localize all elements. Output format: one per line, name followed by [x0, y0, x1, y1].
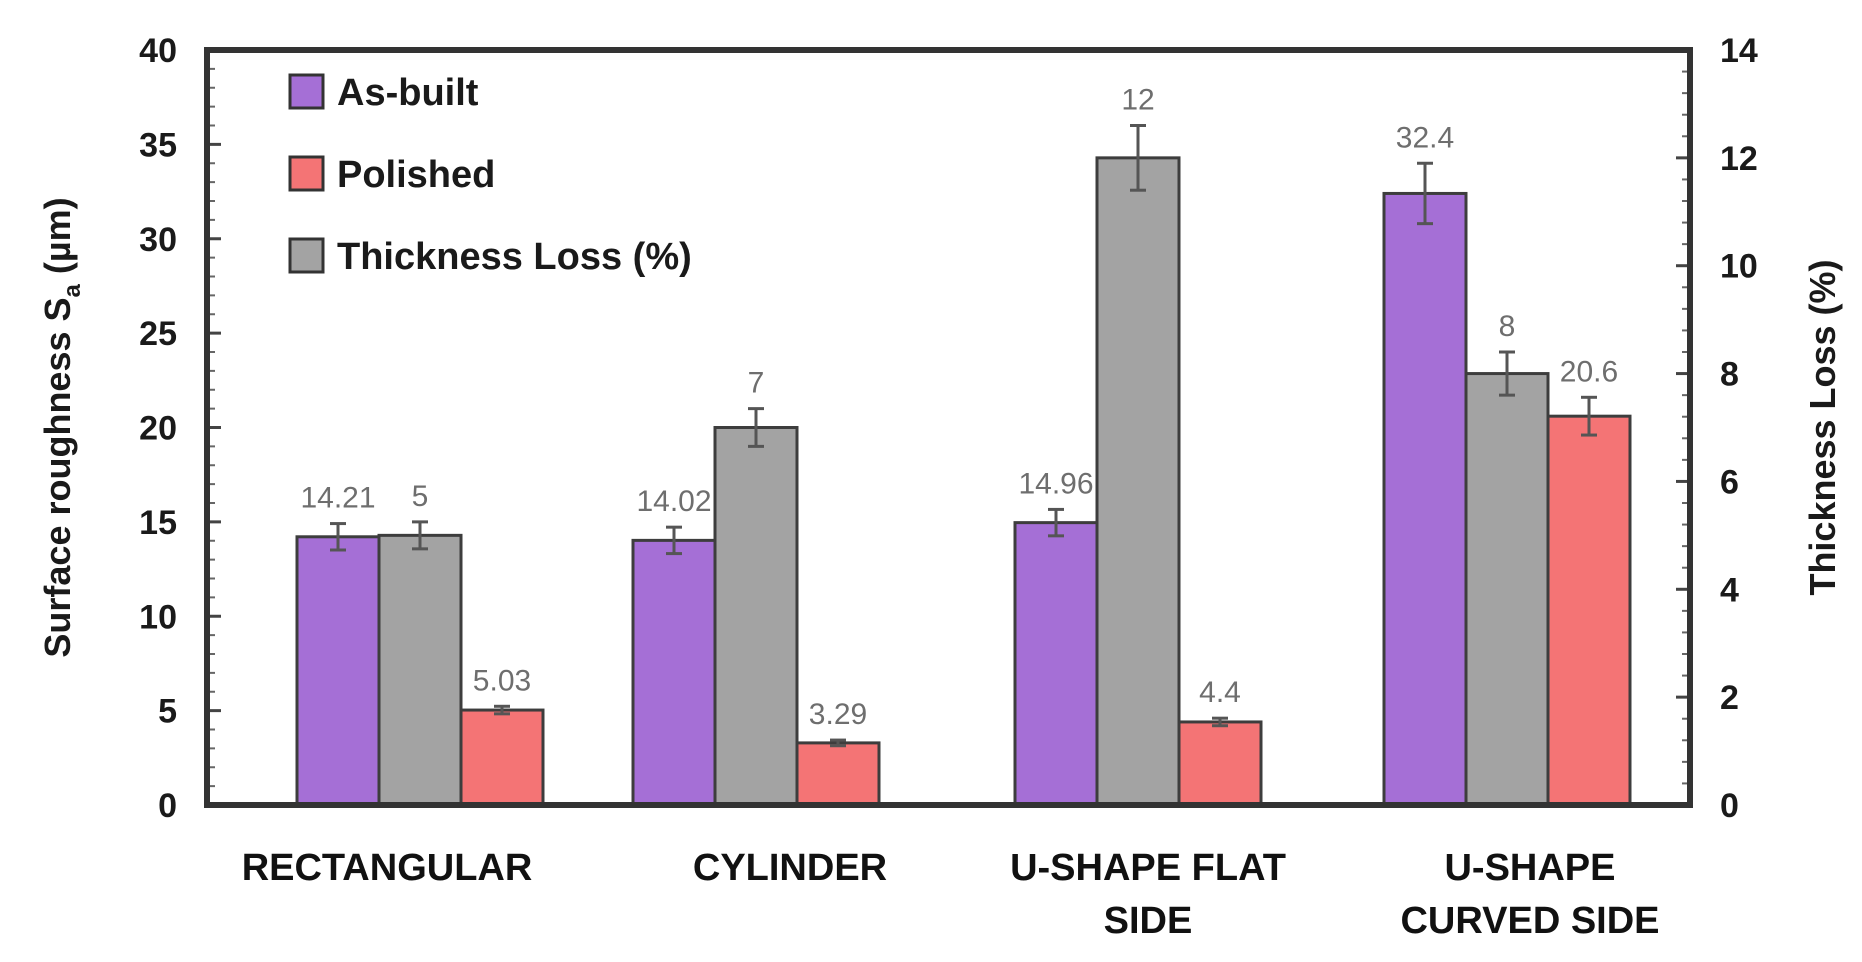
data-label: 32.4 [1396, 121, 1454, 154]
data-label: 20.6 [1560, 355, 1618, 388]
legend: As-built Polished Thickness Loss (%) [288, 72, 692, 278]
bar-as-built [631, 538, 717, 807]
y-axis-left-title: Surface roughness Sa (µm) [37, 197, 86, 657]
bar-polished [459, 708, 545, 807]
legend-swatch [288, 73, 325, 110]
legend-label: Thickness Loss (%) [337, 236, 692, 278]
bar-thickness-loss [377, 533, 463, 807]
bar-thickness-loss [1464, 372, 1550, 807]
bar-polished [1177, 720, 1263, 807]
y-right-tick-label: 4 [1720, 571, 1739, 609]
data-label: 4.4 [1199, 676, 1241, 709]
data-label: 3.29 [809, 698, 867, 731]
legend-swatch [288, 155, 325, 192]
x-category-label: RECTANGULAR [242, 847, 533, 889]
y-axis-right-title: Thickness Loss (%) [1802, 259, 1843, 595]
y-right-tick-label: 12 [1720, 140, 1758, 178]
data-label: 14.96 [1018, 467, 1093, 500]
y-left-tick-label: 0 [158, 787, 177, 825]
bar-thickness-loss [713, 426, 799, 807]
y-left-tick-label: 35 [139, 126, 177, 164]
data-label: 8 [1499, 310, 1516, 343]
bar-polished [1546, 414, 1632, 807]
bar-as-built [1382, 191, 1468, 807]
legend-label: As-built [337, 72, 479, 114]
plot-frame [204, 47, 1693, 808]
y-axis-left-title-subscript: a [59, 283, 86, 297]
x-category-label: U-SHAPE FLAT [1010, 847, 1286, 889]
x-category-label: U-SHAPE [1444, 847, 1615, 889]
data-label: 5 [412, 480, 429, 513]
y-left-tick-label: 40 [139, 32, 177, 70]
data-label: 14.02 [636, 485, 711, 518]
y-left-tick-label: 15 [139, 504, 177, 542]
y-axis-left-title-main: Surface roughness S [37, 297, 78, 657]
y-right-tick-label: 10 [1720, 248, 1758, 286]
y-right-tick-label: 14 [1720, 32, 1758, 70]
bar-polished [795, 741, 881, 807]
y-left-tick-label: 20 [139, 410, 177, 448]
data-label: 7 [748, 367, 765, 400]
y-left-tick-label: 30 [139, 221, 177, 259]
bars-layer [295, 124, 1632, 807]
y-left-tick-label: 10 [139, 598, 177, 636]
x-category-label: SIDE [1104, 900, 1193, 942]
legend-swatch [288, 237, 325, 274]
bar-as-built [295, 535, 381, 807]
y-right-tick-label: 2 [1720, 679, 1739, 717]
y-left-tick-label: 5 [158, 693, 177, 731]
data-label: 12 [1121, 84, 1154, 117]
legend-label: Polished [337, 154, 495, 196]
y-right-tick-label: 6 [1720, 463, 1739, 501]
ticks-layer: 0 5 10 15 20 25 30 35 40 0 2 4 6 8 10 12 14 [139, 32, 1758, 825]
x-category-label: CYLINDER [693, 847, 887, 889]
x-category-label: CURVED SIDE [1400, 900, 1659, 942]
bar-thickness-loss [1095, 156, 1181, 807]
bar-as-built [1013, 521, 1099, 807]
y-right-tick-label: 0 [1720, 787, 1739, 825]
y-right-tick-label: 8 [1720, 356, 1739, 394]
data-label: 14.21 [300, 482, 375, 515]
y-left-tick-label: 25 [139, 315, 177, 353]
labels-layer: 14.21 14.02 14.96 32.4 5 7 12 8 5.03 3.29 4.4 20.6 R… [242, 84, 1660, 943]
data-label: 5.03 [473, 664, 531, 697]
y-axis-left-title-unit: (µm) [37, 197, 78, 284]
